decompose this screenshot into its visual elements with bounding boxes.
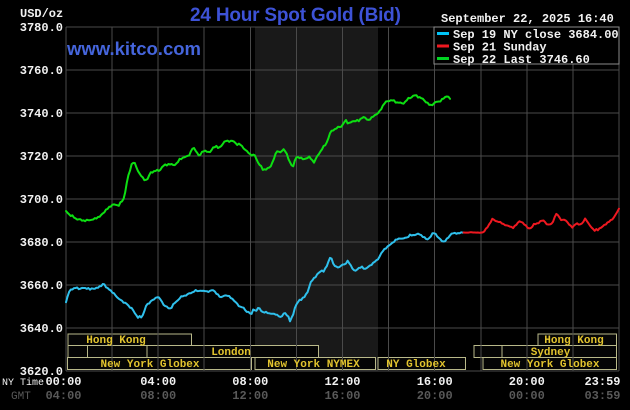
svg-text:23:59: 23:59 xyxy=(584,375,620,389)
svg-text:USD/oz: USD/oz xyxy=(20,7,63,21)
svg-text:03:59: 03:59 xyxy=(584,389,620,403)
svg-text:3680.0: 3680.0 xyxy=(20,236,63,250)
svg-text:New York Globex: New York Globex xyxy=(500,359,599,371)
svg-text:Sep 22 Last 3746.60: Sep 22 Last 3746.60 xyxy=(453,53,590,67)
svg-text:20:00: 20:00 xyxy=(417,389,453,403)
svg-text:08:00: 08:00 xyxy=(232,375,268,389)
svg-text:Sep 19 NY close 3684.00: Sep 19 NY close 3684.00 xyxy=(453,28,619,42)
svg-text:24 Hour Spot Gold (Bid): 24 Hour Spot Gold (Bid) xyxy=(190,5,401,26)
svg-text:04:00: 04:00 xyxy=(45,389,81,403)
svg-text:08:00: 08:00 xyxy=(140,389,176,403)
svg-text:GMT: GMT xyxy=(11,391,31,403)
svg-text:London: London xyxy=(211,347,251,359)
svg-text:3700.0: 3700.0 xyxy=(20,193,63,207)
svg-text:20:00: 20:00 xyxy=(509,375,545,389)
svg-text:3780.0: 3780.0 xyxy=(20,21,63,35)
svg-text:Sep 21 Sunday: Sep 21 Sunday xyxy=(453,41,547,55)
svg-text:NY Time: NY Time xyxy=(2,377,44,389)
svg-text:NY Globex: NY Globex xyxy=(386,359,446,371)
svg-text:3660.0: 3660.0 xyxy=(20,279,63,293)
svg-text:04:00: 04:00 xyxy=(140,375,176,389)
svg-text:New York Globex: New York Globex xyxy=(100,359,199,371)
svg-text:00:00: 00:00 xyxy=(45,375,81,389)
svg-text:3640.0: 3640.0 xyxy=(20,322,63,336)
svg-text:www.kitco.com: www.kitco.com xyxy=(66,38,201,59)
svg-text:3740.0: 3740.0 xyxy=(20,107,63,121)
svg-text:16:00: 16:00 xyxy=(324,389,360,403)
svg-text:Hong Kong: Hong Kong xyxy=(86,335,145,347)
svg-text:00:00: 00:00 xyxy=(509,389,545,403)
svg-text:3760.0: 3760.0 xyxy=(20,64,63,78)
svg-text:3620.0: 3620.0 xyxy=(20,365,63,379)
svg-text:New York NYMEX: New York NYMEX xyxy=(267,359,360,371)
svg-text:September 22, 2025 16:40: September 22, 2025 16:40 xyxy=(441,12,614,26)
svg-text:Sydney: Sydney xyxy=(531,347,571,359)
svg-text:3720.0: 3720.0 xyxy=(20,150,63,164)
svg-text:Hong Kong: Hong Kong xyxy=(544,335,603,347)
svg-text:12:00: 12:00 xyxy=(232,389,268,403)
svg-text:12:00: 12:00 xyxy=(324,375,360,389)
svg-text:16:00: 16:00 xyxy=(417,375,453,389)
